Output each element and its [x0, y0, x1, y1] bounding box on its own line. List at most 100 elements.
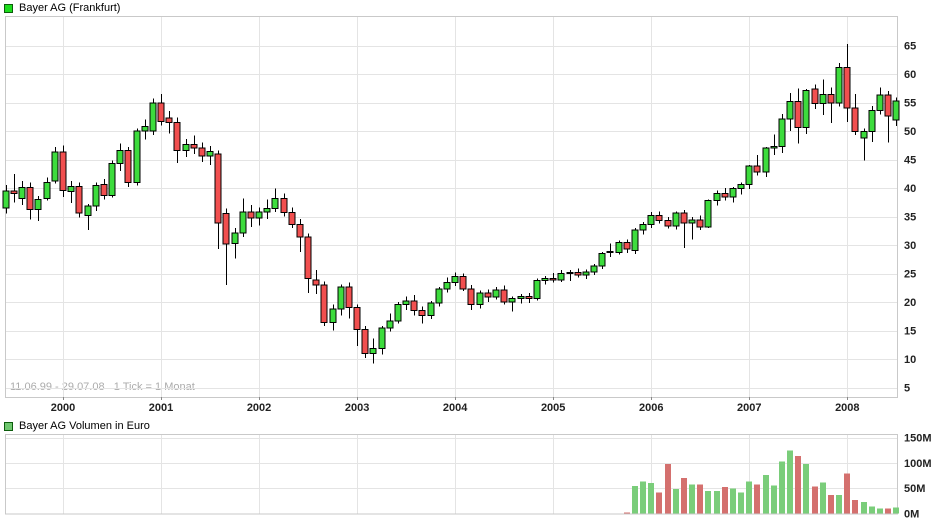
candle-body-down	[353, 307, 361, 330]
volume-bar-up	[673, 489, 679, 514]
price-axis-labels: 65 60 55 50 45 40 35 30 25 20 15 10 5	[904, 41, 916, 395]
candle-body-down	[811, 88, 819, 105]
candle	[443, 277, 451, 293]
volume-bar-up	[714, 491, 720, 514]
candle-body-down	[280, 197, 288, 214]
year-label: 2005	[541, 402, 565, 414]
candle-body-up	[43, 181, 51, 199]
candle	[868, 105, 876, 142]
candle	[525, 292, 533, 304]
volume-legend-label: Bayer AG Volumen in Euro	[19, 420, 150, 432]
candle-body-down	[100, 184, 108, 196]
candle	[337, 284, 345, 316]
volume-bar-up	[787, 450, 793, 514]
candle-body-up	[337, 286, 345, 310]
candle	[860, 128, 868, 161]
candle	[851, 93, 859, 135]
candle	[459, 273, 467, 292]
candle	[182, 138, 190, 158]
price-tick-label: 5	[904, 383, 910, 395]
candle	[574, 268, 582, 278]
candle-body-up	[704, 200, 712, 228]
candle-body-up	[239, 211, 247, 234]
candle	[304, 233, 312, 293]
candle	[75, 182, 83, 218]
candle	[533, 278, 541, 301]
volume-axis-labels: 150M 100M 50M 0M	[904, 433, 932, 521]
year-label: 2002	[247, 402, 271, 414]
candle	[394, 302, 402, 324]
price-tick-label: 45	[904, 155, 916, 167]
candle-body-down	[222, 213, 230, 245]
candle-body-down	[655, 214, 663, 221]
candle-body-down	[418, 310, 426, 317]
candle	[402, 296, 410, 310]
candle-body-down	[827, 94, 835, 104]
volume-bar-up	[771, 485, 777, 514]
candle	[508, 296, 516, 312]
price-tick-label: 35	[904, 212, 916, 224]
candle	[615, 240, 623, 255]
candle-body-down	[851, 107, 859, 133]
candle	[884, 91, 892, 143]
candle-body-down	[26, 186, 34, 211]
candle-body-down	[361, 328, 369, 354]
candle	[737, 182, 745, 195]
volume-bar-up	[861, 501, 867, 514]
candle-body-up	[541, 278, 549, 281]
candle-body-up	[835, 67, 843, 104]
candle-body-up	[639, 223, 647, 231]
volume-legend: Bayer AG Volumen in Euro	[4, 420, 150, 432]
candle-body-up	[615, 242, 623, 253]
candle-body-up	[182, 144, 190, 151]
candle-body-down	[173, 121, 181, 151]
candle	[541, 275, 549, 285]
price-legend-label: Bayer AG (Frankfurt)	[19, 2, 121, 14]
candle	[133, 128, 141, 186]
candle-body-up	[533, 279, 541, 300]
candle	[247, 205, 255, 227]
candle	[288, 207, 296, 228]
candle	[435, 287, 443, 307]
volume-bar-up	[640, 481, 646, 514]
candle	[165, 111, 173, 134]
candle-body-down	[312, 279, 320, 286]
year-label: 2006	[639, 402, 663, 414]
candle	[312, 270, 320, 295]
candle-body-up	[206, 151, 214, 157]
volume-bar-up	[763, 474, 769, 514]
candle	[835, 63, 843, 107]
volume-bar-up	[836, 495, 842, 514]
candle-body-down	[606, 250, 614, 253]
candles	[2, 43, 900, 364]
candle	[418, 306, 426, 324]
volume-bar-down	[828, 495, 834, 514]
candle	[378, 325, 386, 355]
volume-bar-up	[632, 486, 638, 514]
candle-body-up	[557, 273, 565, 281]
candle-body-down	[753, 165, 761, 173]
candle-body-up	[476, 292, 484, 305]
candle	[26, 182, 34, 220]
candle-body-up	[394, 303, 402, 322]
candle	[476, 290, 484, 309]
candle-body-up	[566, 271, 574, 275]
candle-body-up	[133, 130, 141, 183]
candle	[214, 150, 222, 249]
candle-body-up	[737, 184, 745, 190]
price-tick-label: 50	[904, 126, 916, 138]
candle	[672, 211, 680, 230]
candle	[100, 178, 108, 200]
volume-bar-up	[648, 483, 654, 514]
candle-body-up	[647, 214, 655, 225]
candle-body-down	[75, 185, 83, 214]
candle	[329, 304, 337, 331]
candle-body-down	[623, 242, 631, 250]
candle	[745, 165, 753, 190]
candle	[43, 177, 51, 201]
candle-body-down	[484, 292, 492, 298]
candle	[231, 227, 239, 259]
candle	[680, 210, 688, 248]
price-tick-label: 40	[904, 183, 916, 195]
volume-bar-down	[665, 463, 671, 514]
